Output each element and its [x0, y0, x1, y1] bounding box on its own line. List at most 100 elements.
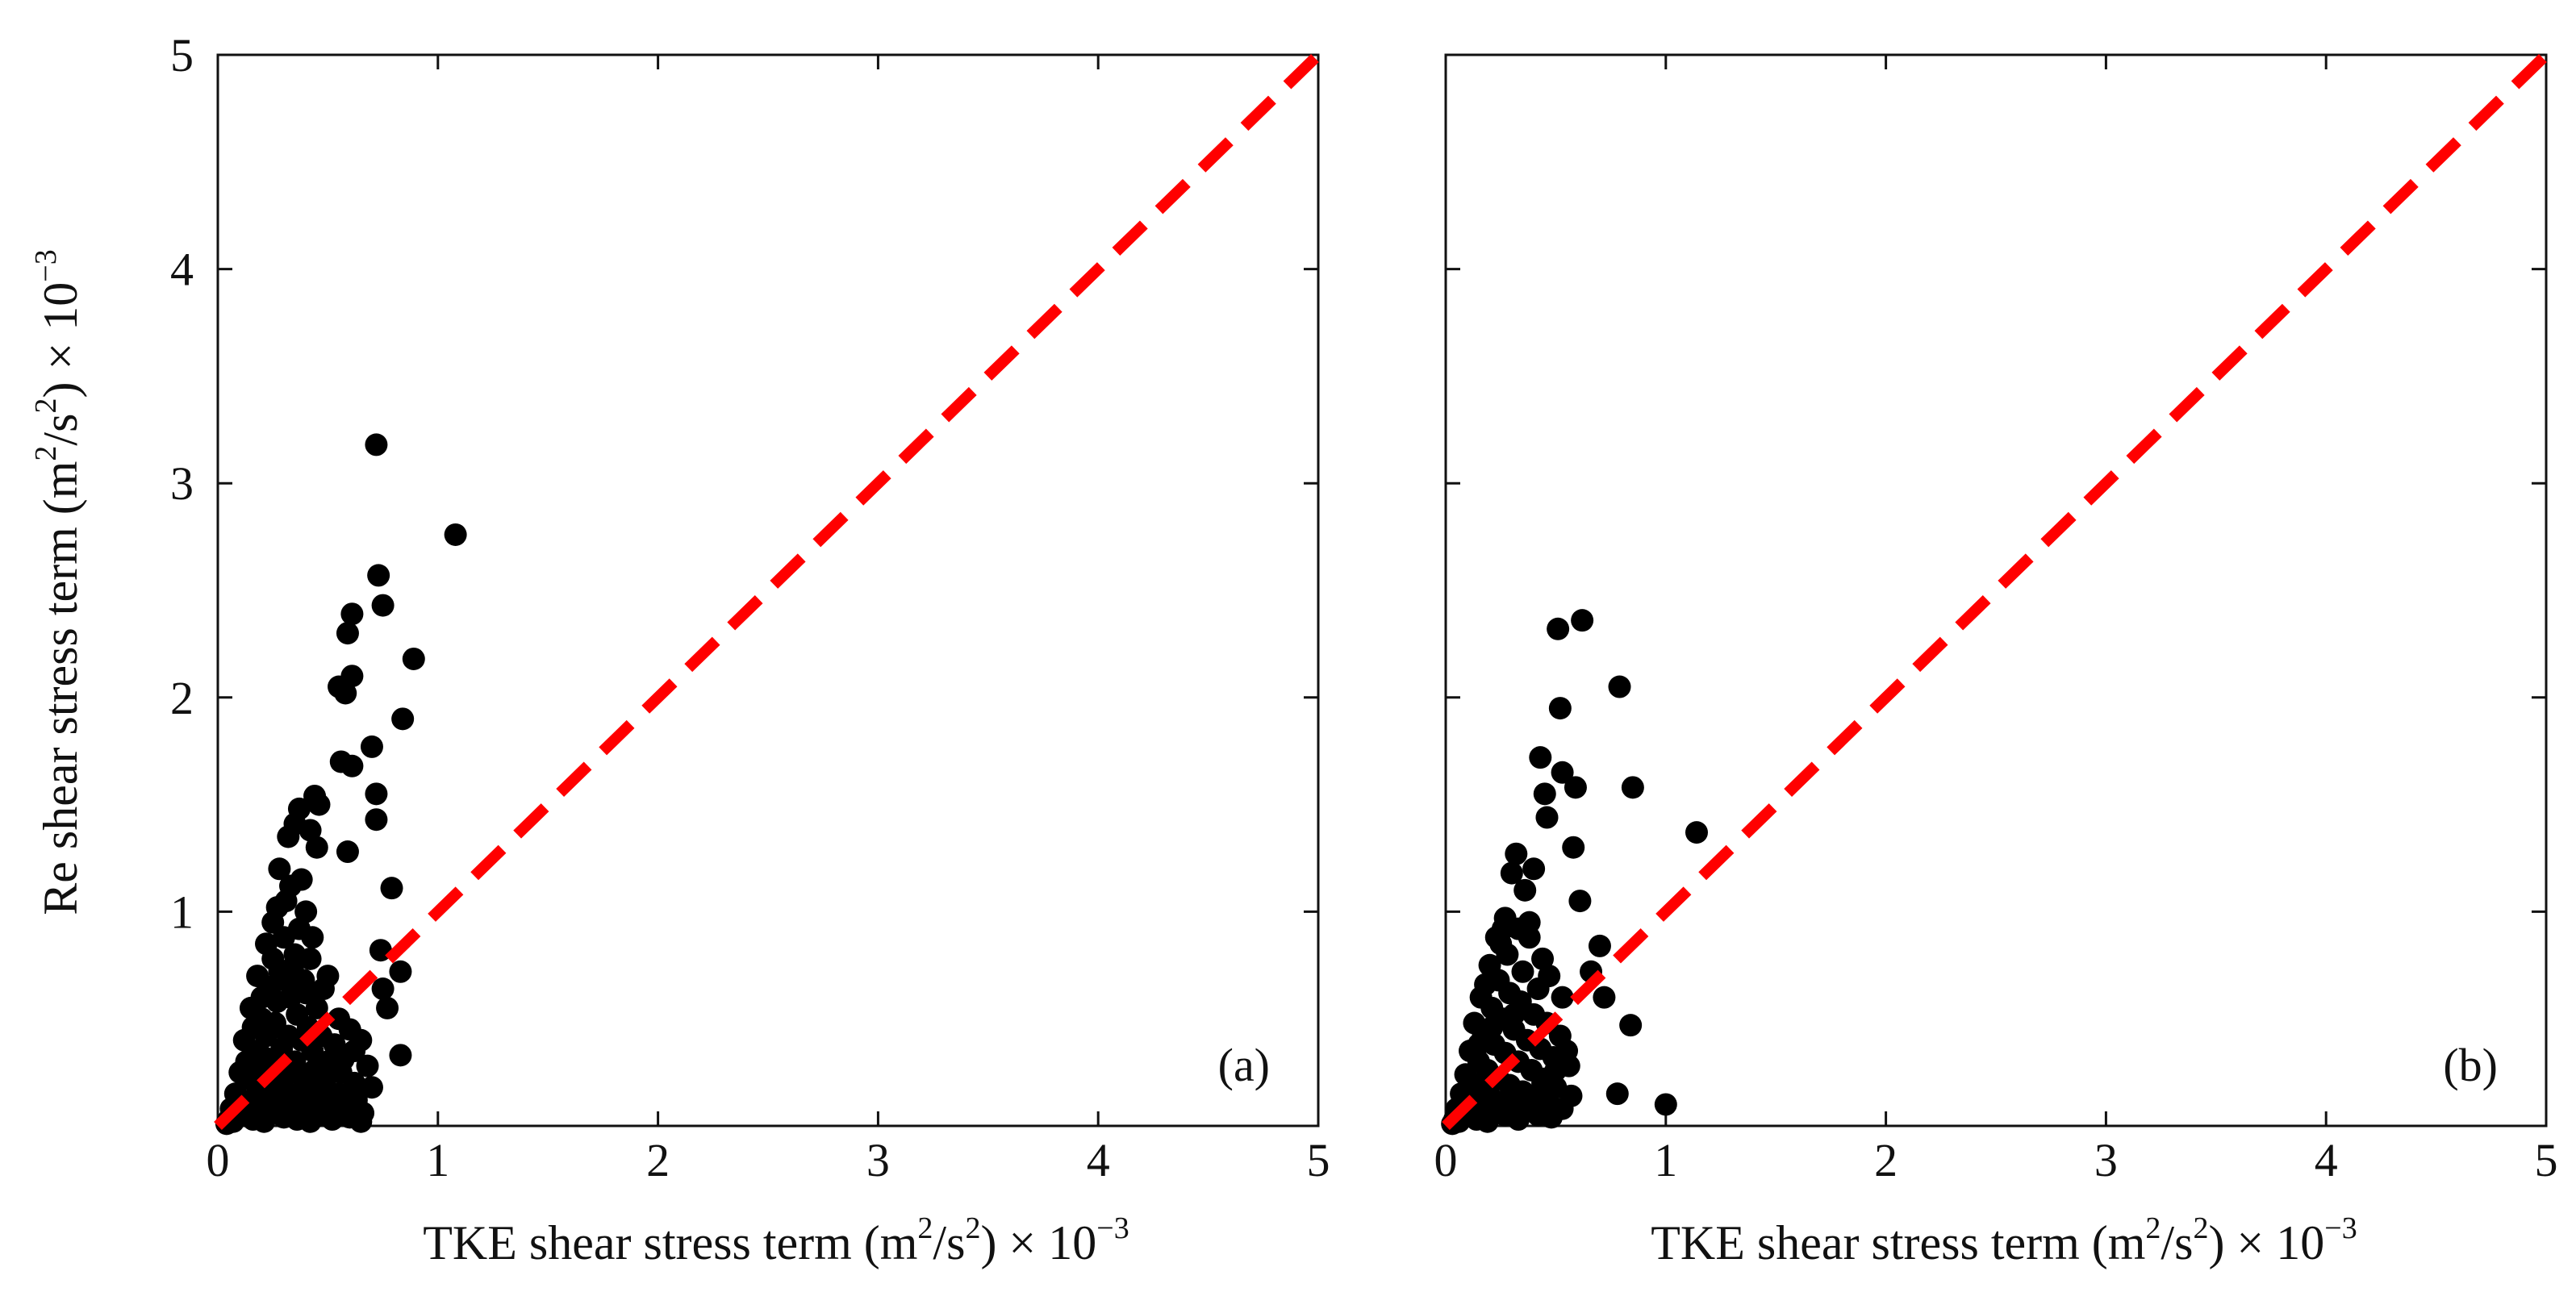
scatter-point	[1548, 1024, 1572, 1048]
scatter-point	[299, 1110, 322, 1133]
y-axis-label-part: 2	[29, 398, 63, 414]
scatter-point	[279, 874, 303, 898]
x-axis-label-part: 2	[2193, 1211, 2208, 1245]
scatter-point	[1538, 965, 1561, 988]
scatter-point	[1608, 675, 1631, 698]
scatter-point	[1547, 617, 1570, 640]
scatter-point	[1551, 761, 1574, 784]
scatter-point	[349, 1028, 373, 1052]
x-axis-label-part: −3	[1096, 1211, 1129, 1245]
scatter-point	[301, 926, 324, 949]
scatter-point	[349, 1110, 373, 1133]
scatter-point	[365, 433, 388, 456]
x-tick-label: 4	[2315, 1134, 2338, 1186]
y-tick-label: 3	[170, 457, 194, 510]
scatter-point	[299, 819, 322, 842]
scatter-point	[1511, 960, 1534, 983]
scatter-point	[1685, 821, 1708, 844]
x-tick-label: 5	[2535, 1134, 2558, 1186]
panel-label: (b)	[2443, 1039, 2498, 1091]
x-axis-label-part: /s	[933, 1216, 965, 1269]
scatter-point	[1500, 861, 1523, 885]
scatter-point	[1562, 836, 1585, 859]
scatter-point	[1518, 911, 1541, 934]
scatter-point	[1496, 943, 1519, 966]
scatter-point	[391, 707, 415, 731]
plot-frame	[1444, 53, 2548, 1128]
x-tick-label: 1	[1654, 1134, 1677, 1186]
scatter-point	[332, 1048, 355, 1071]
scatter-point	[1564, 776, 1587, 799]
reference-line-y-equals-x	[1442, 50, 2550, 1131]
y-tick-label: 2	[170, 672, 194, 724]
scatter-point	[340, 602, 364, 626]
scatter-point	[277, 825, 300, 848]
scatter-point	[1529, 746, 1552, 769]
scatter-point	[1522, 857, 1546, 881]
scatter-point	[389, 960, 412, 983]
reference-line-y-equals-x	[214, 50, 1322, 1131]
scatter-point	[444, 523, 467, 546]
scatter-point	[1502, 1002, 1526, 1026]
scatter-point	[1593, 986, 1616, 1009]
y-axis-label: Re shear stress term (m2/s2) × 10−3	[29, 249, 87, 915]
scatter-point	[360, 735, 383, 758]
scatter-point	[365, 808, 388, 832]
scatter-point	[1480, 1015, 1504, 1039]
scatter-point	[340, 754, 364, 777]
panel-label: (a)	[1218, 1039, 1270, 1091]
scatter-point	[367, 564, 390, 587]
scatter-point	[1533, 782, 1556, 806]
y-axis-label-part: 2	[29, 446, 63, 461]
scatter-point	[1588, 934, 1611, 957]
scatter-point	[336, 840, 359, 864]
x-tick-label: 0	[1434, 1134, 1458, 1186]
scatter-point	[294, 900, 318, 923]
scatter-point	[307, 793, 331, 816]
y-tick-label: 1	[170, 886, 194, 938]
scatter-point	[380, 877, 403, 900]
x-axis-label-part: /s	[2161, 1216, 2193, 1269]
scatter-point	[365, 782, 388, 806]
scatter-point	[360, 1076, 383, 1099]
x-tick-label: 1	[426, 1134, 449, 1186]
scatter-point	[299, 947, 322, 970]
x-tick-label: 2	[1874, 1134, 1898, 1186]
x-tick-label: 4	[1087, 1134, 1110, 1186]
x-tick-label: 2	[646, 1134, 670, 1186]
scatter-point	[1654, 1093, 1677, 1116]
x-axis-label-part: ) × 10	[2208, 1216, 2324, 1269]
scatter-point	[1535, 806, 1559, 829]
x-tick-label: 3	[2094, 1134, 2118, 1186]
x-axis-label: TKE shear stress term (m2/s2) × 10−3	[1651, 1211, 2357, 1269]
scatter-point	[241, 1015, 265, 1039]
scatter-point	[305, 836, 328, 859]
scatter-point	[1491, 917, 1514, 940]
scatter-point	[314, 1067, 337, 1090]
scatter-point	[1513, 878, 1537, 902]
scatter-point	[343, 1071, 366, 1094]
x-axis-label-part: TKE shear stress term (m	[1651, 1216, 2145, 1269]
scatter-point	[336, 622, 359, 645]
x-axis-label-part: TKE shear stress term (m	[423, 1216, 917, 1269]
scatter-point	[1467, 1033, 1490, 1057]
scatter-point	[1605, 1082, 1629, 1106]
scatter-point	[1505, 842, 1528, 865]
scatter-point	[376, 996, 399, 1019]
y-axis-label-part: −3	[29, 249, 63, 281]
x-axis-label-part: 2	[917, 1211, 933, 1245]
scatter-points	[215, 433, 467, 1136]
scatter-point	[1507, 1108, 1530, 1132]
scatter-point	[292, 969, 315, 992]
scatter-point	[1621, 776, 1644, 799]
scatter-point	[1531, 1071, 1555, 1094]
scatter-point	[253, 1110, 276, 1133]
scatter-point	[268, 857, 291, 881]
panel-b: 0 1 2 3 4 5(b)TKE shear stress term (m2/s2) ×…	[1434, 50, 2558, 1269]
x-axis-label-part: −3	[2324, 1211, 2357, 1245]
y-tick-label: 4	[170, 244, 194, 296]
plot-frame	[216, 53, 1320, 1128]
x-tick-label: 5	[1307, 1134, 1330, 1186]
